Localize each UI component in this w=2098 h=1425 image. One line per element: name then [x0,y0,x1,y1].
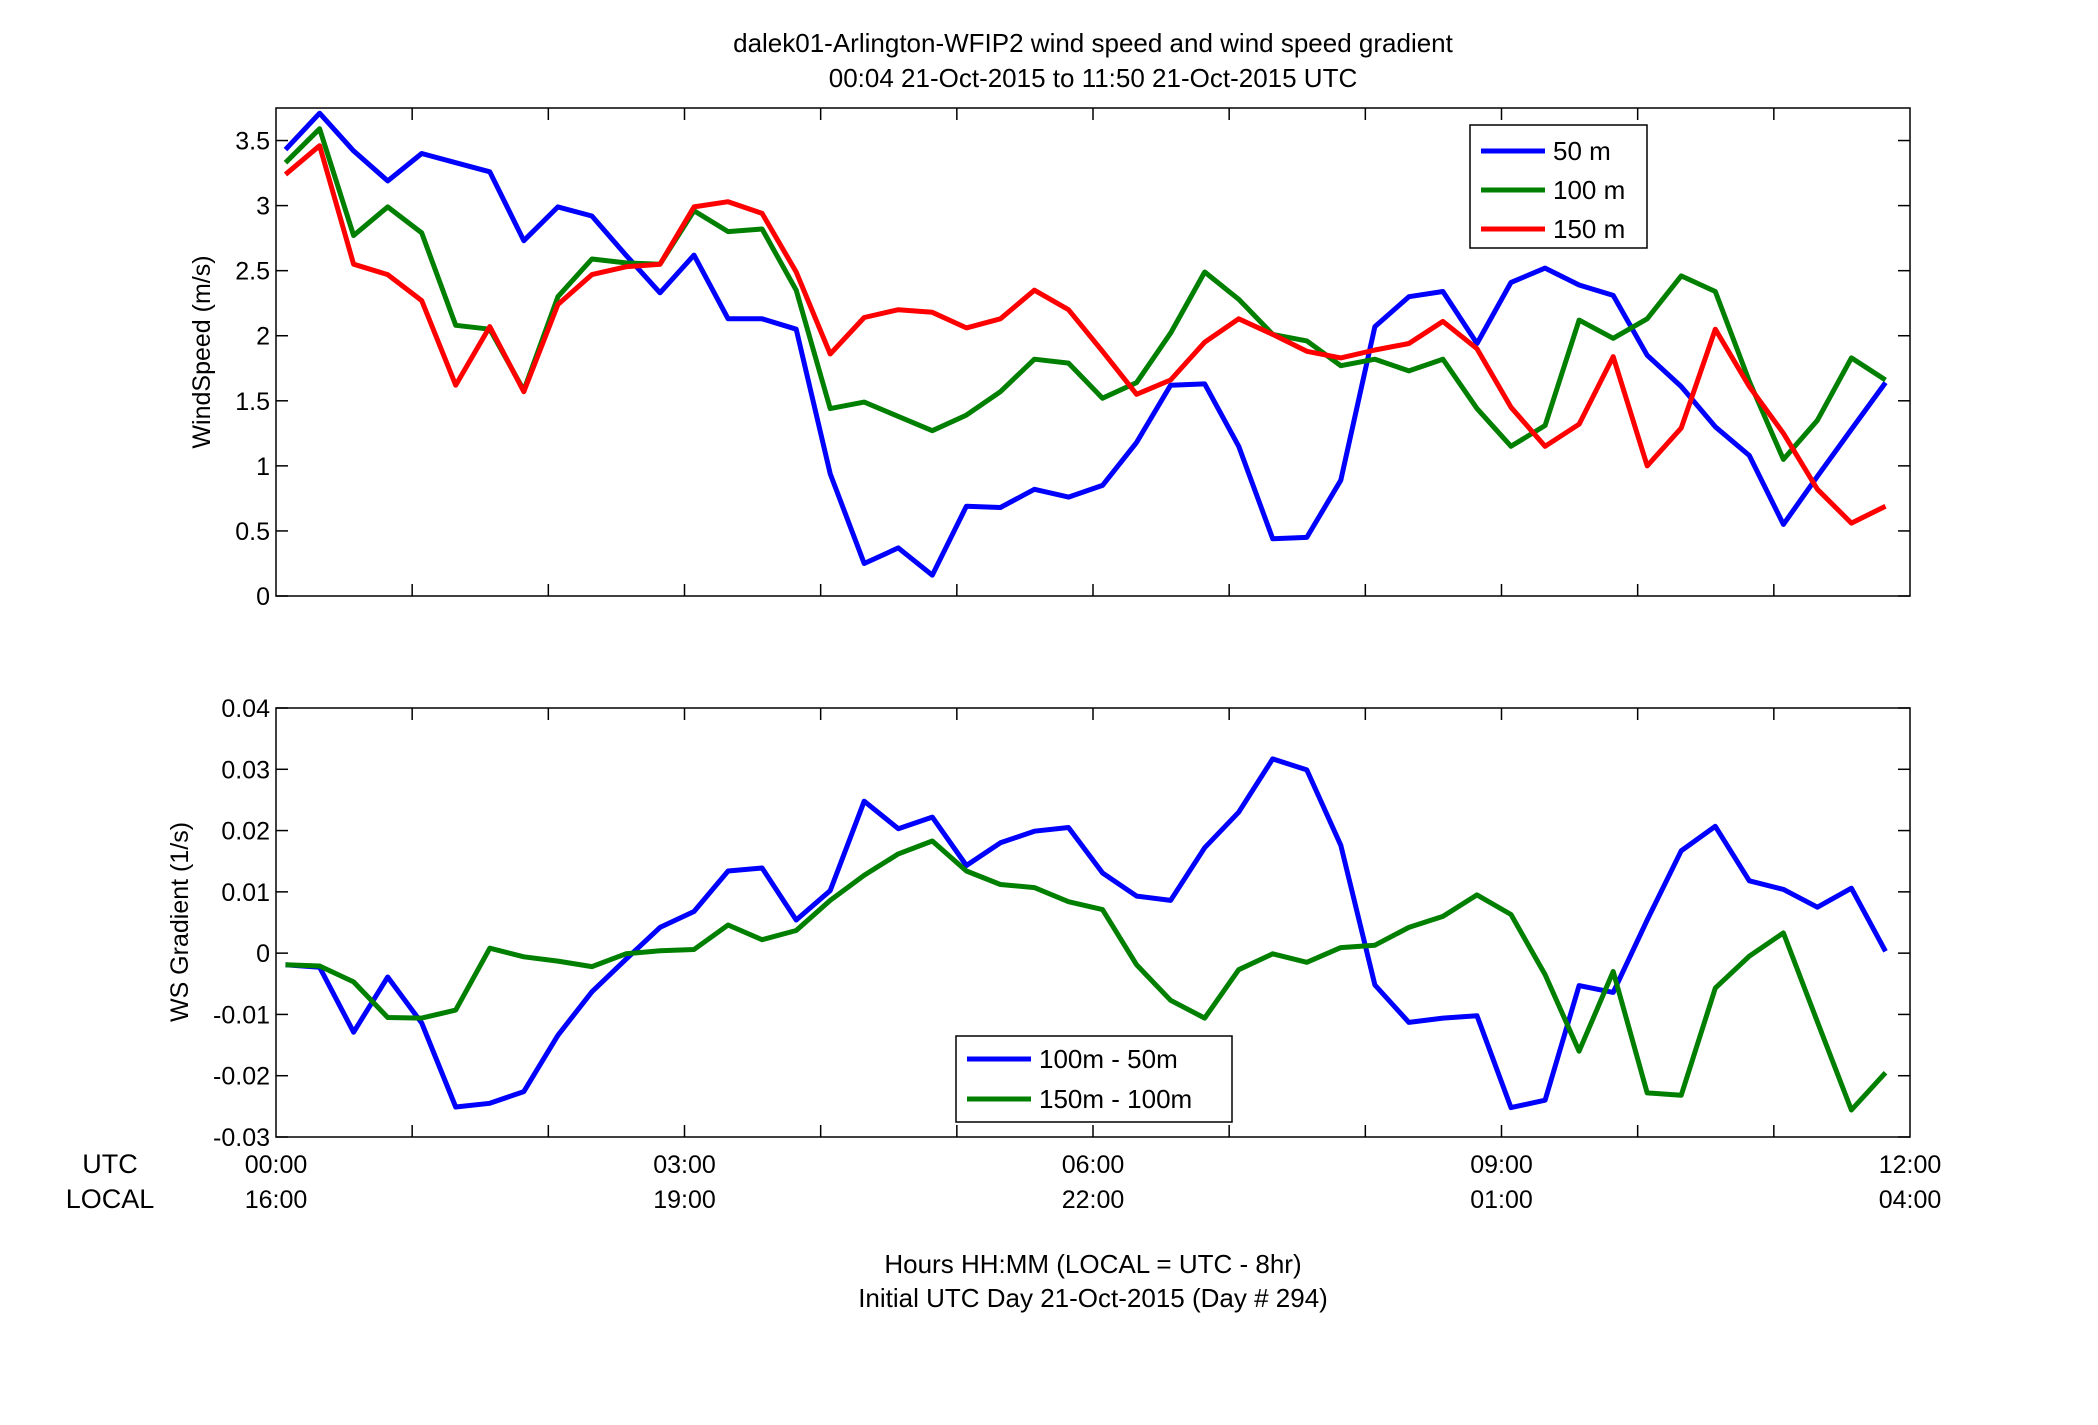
windspeed-axes-frame [275,107,1911,597]
utc-row-label: UTC [82,1149,138,1179]
gradient-lines [285,756,1888,1113]
gradient-y-ticks: -0.03 -0.02 -0.01 0 0.01 0.02 0.03 0.04 [213,695,1910,1152]
gradient-y-tick-label: -0.02 [213,1063,270,1091]
gradient-x-ticks [411,708,1775,1137]
time-axis-labels: 00:00 16:00 03:00 19:00 06:00 22:00 09:00 01:00… [245,1151,1942,1214]
x-tick-label-local: 01:00 [1470,1186,1533,1214]
series-line-150m [283,143,1887,526]
windspeed-panel: 0 0.5 1 1.5 2 2.5 3 3.5 WindSpeed (m/s) 50 m 10… [188,107,1911,611]
gradient-legend-box [955,1035,1233,1123]
gradient-y-tick-label: 0.01 [221,879,270,907]
windspeed-y-tick-label: 2 [256,323,270,351]
figure-title-line1: dalek01-Arlington-WFIP2 wind speed and w… [733,28,1454,58]
gradient-y-tick-label: -0.03 [213,1124,270,1152]
windspeed-y-tick-label: 3.5 [235,128,270,156]
series-line-100m-50m [285,756,1888,1111]
windspeed-y-tick-label: 0 [256,583,270,611]
gradient-y-tick-label: 0.03 [221,756,270,784]
gradient-y-tick-label: 0.04 [221,695,270,723]
legend-label-150m-100m: 150m - 100m [1039,1084,1192,1114]
windspeed-y-axis-label: WindSpeed (m/s) [188,255,216,448]
legend-label-150m: 150 m [1553,214,1625,244]
windspeed-lines [283,110,1888,578]
windspeed-x-ticks [411,108,1775,596]
figure-title-line2: 00:04 21-Oct-2015 to 11:50 21-Oct-2015 U… [829,63,1357,93]
windspeed-y-tick-label: 0.5 [235,518,270,546]
x-tick-label-utc: 12:00 [1879,1151,1942,1179]
x-tick-label-utc: 00:00 [245,1151,308,1179]
windspeed-y-tick-label: 3 [256,193,270,221]
gradient-y-tick-label: 0.02 [221,818,270,846]
legend-label-100m: 100 m [1553,175,1625,205]
windspeed-legend: 50 m 100 m 150 m [1469,124,1648,249]
x-tick-label-local: 16:00 [245,1186,308,1214]
series-line-150m-100m [285,838,1888,1113]
gradient-legend: 100m - 50m 150m - 100m [955,1035,1233,1123]
x-tick-label-utc: 09:00 [1470,1151,1533,1179]
windspeed-y-ticks: 0 0.5 1 1.5 2 2.5 3 3.5 [235,128,1910,611]
windspeed-y-tick-label: 1 [256,453,270,481]
gradient-y-tick-label: -0.01 [213,1001,270,1029]
x-tick-label-local: 04:00 [1879,1186,1942,1214]
windspeed-y-tick-label: 2.5 [235,258,270,286]
x-axis-caption-line1: Hours HH:MM (LOCAL = UTC - 8hr) [884,1249,1301,1279]
x-tick-label-utc: 03:00 [653,1151,716,1179]
gradient-y-axis-label: WS Gradient (1/s) [166,822,194,1022]
gradient-y-tick-label: 0 [256,940,270,968]
x-tick-label-local: 22:00 [1062,1186,1125,1214]
local-row-label: LOCAL [66,1184,155,1214]
windspeed-y-tick-label: 1.5 [235,388,270,416]
x-tick-label-utc: 06:00 [1062,1151,1125,1179]
x-axis-caption-line2: Initial UTC Day 21-Oct-2015 (Day # 294) [858,1283,1328,1313]
x-tick-label-local: 19:00 [653,1186,716,1214]
legend-label-50m: 50 m [1553,136,1611,166]
series-line-50m [283,110,1888,578]
gradient-panel: -0.03 -0.02 -0.01 0 0.01 0.02 0.03 0.04 WS Grad… [166,695,1911,1152]
legend-label-100m-50m: 100m - 50m [1039,1044,1178,1074]
